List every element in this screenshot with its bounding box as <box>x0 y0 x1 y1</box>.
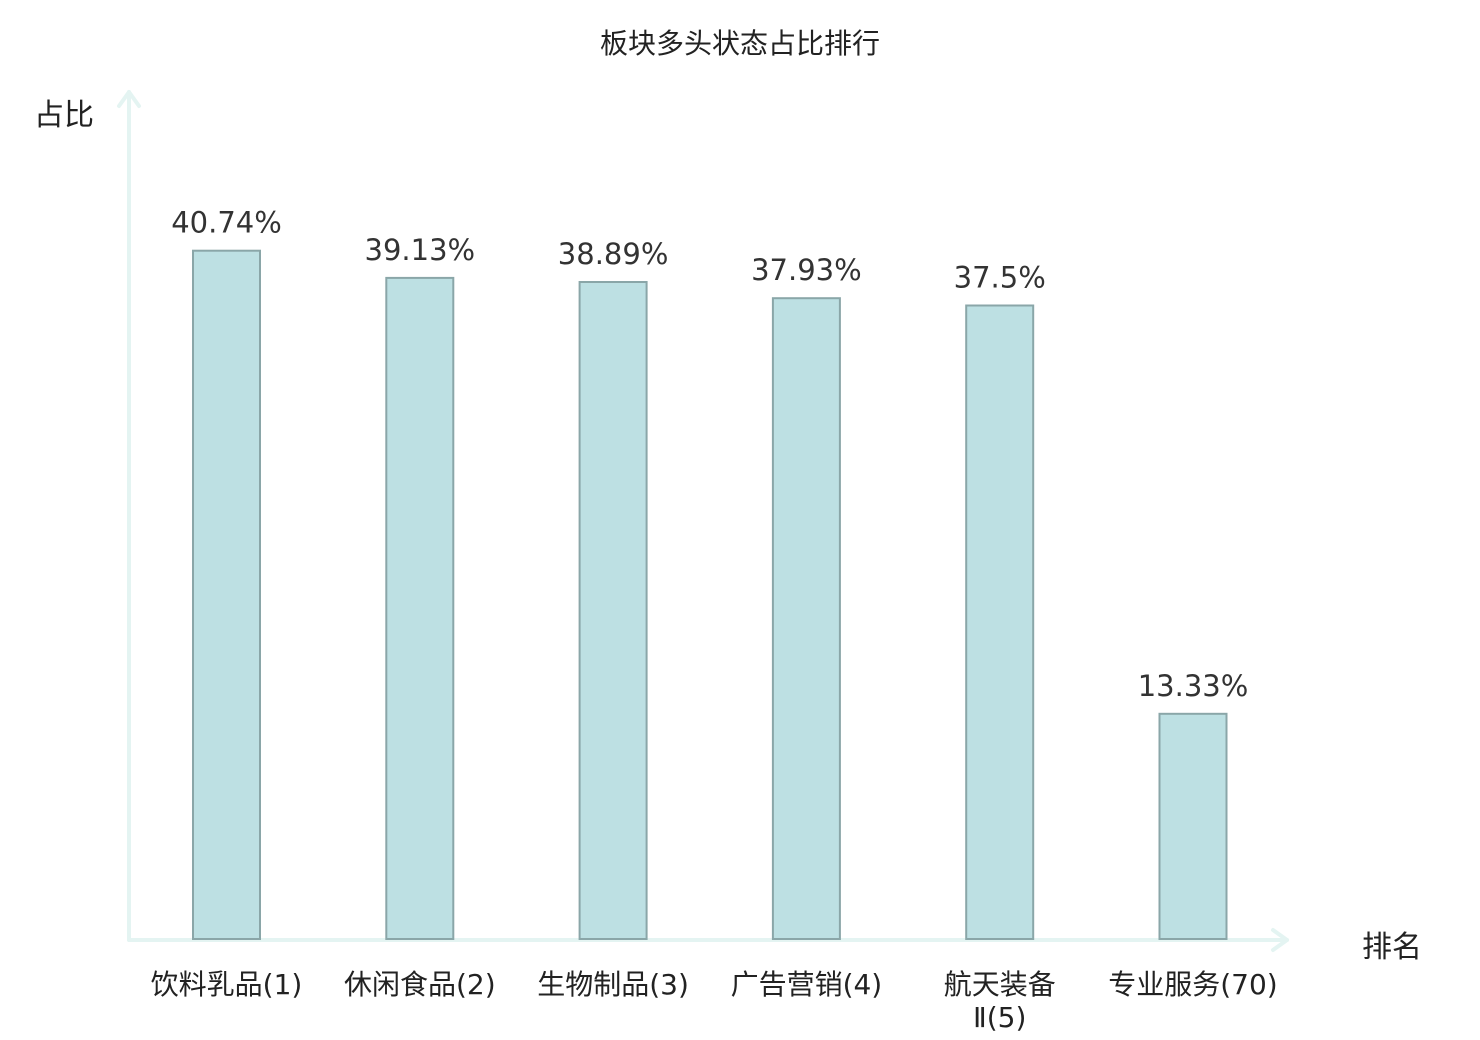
category-label-4-line-0: 航天装备 <box>944 968 1056 1001</box>
bar-1 <box>385 276 455 940</box>
category-label-3-line-0: 广告营销(4) <box>731 968 883 1001</box>
value-label-0: 40.74% <box>171 206 282 240</box>
bar-3 <box>771 297 841 940</box>
x-axis-label: 排名 <box>1362 930 1422 965</box>
category-label-2-line-0: 生物制品(3) <box>537 968 689 1001</box>
value-label-1: 39.13% <box>365 233 476 267</box>
x-axis-arrow <box>1271 928 1289 952</box>
y-axis-label: 占比 <box>34 98 94 133</box>
category-label-5-line-0: 专业服务(70) <box>1108 968 1277 1001</box>
category-label-4: 航天装备 Ⅱ(5) <box>944 968 1056 1034</box>
bar-5 <box>1158 712 1228 940</box>
category-label-1: 休闲食品(2) <box>344 968 496 1001</box>
category-label-0: 饮料乳品(1) <box>151 968 303 1001</box>
category-label-1-line-0: 休闲食品(2) <box>344 968 496 1001</box>
bar-4 <box>965 304 1035 940</box>
bars <box>192 249 1228 940</box>
category-label-4-line-1: Ⅱ(5) <box>973 1001 1026 1034</box>
category-label-5: 专业服务(70) <box>1108 968 1277 1001</box>
bar-2 <box>578 281 648 940</box>
y-axis-arrow <box>117 90 141 108</box>
value-labels: 40.74% 39.13% 38.89% 37.93% 37.5% 13.33% <box>171 206 1248 703</box>
value-label-5: 13.33% <box>1138 669 1249 703</box>
bar-0 <box>192 249 261 940</box>
value-label-3: 37.93% <box>751 253 862 287</box>
category-label-2: 生物制品(3) <box>537 968 689 1001</box>
chart-title: 板块多头状态占比排行 <box>599 27 880 60</box>
value-label-4: 37.5% <box>954 261 1046 295</box>
category-label-3: 广告营销(4) <box>731 968 883 1001</box>
axes <box>117 90 1289 952</box>
value-label-2: 38.89% <box>558 237 669 271</box>
category-labels: 饮料乳品(1) 休闲食品(2) 生物制品(3) 广告营销(4) 航天装备 Ⅱ(5) 专业服务… <box>151 968 1278 1034</box>
category-label-0-line-0: 饮料乳品(1) <box>151 968 303 1001</box>
